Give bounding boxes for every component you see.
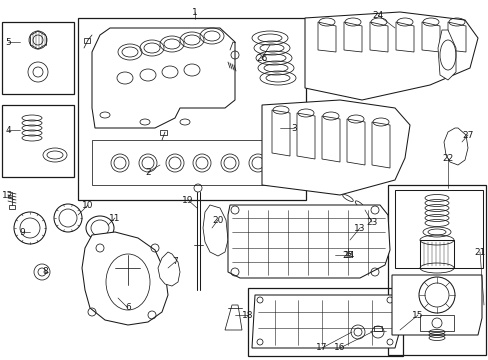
Polygon shape [437, 30, 455, 80]
Polygon shape [371, 122, 389, 168]
Polygon shape [82, 232, 168, 325]
Text: 1: 1 [192, 8, 198, 17]
Bar [160, 130, 167, 135]
Polygon shape [447, 22, 465, 52]
Polygon shape [395, 22, 413, 52]
Polygon shape [342, 194, 352, 202]
Polygon shape [354, 201, 364, 209]
Polygon shape [391, 275, 481, 335]
Text: 21: 21 [473, 248, 485, 257]
Polygon shape [92, 28, 235, 128]
Polygon shape [340, 229, 355, 235]
Text: 16: 16 [334, 343, 345, 352]
Polygon shape [367, 206, 376, 215]
Text: 2: 2 [145, 167, 150, 176]
Text: 20: 20 [212, 216, 223, 225]
Polygon shape [346, 119, 364, 165]
Text: 7: 7 [172, 257, 178, 266]
Polygon shape [343, 22, 361, 52]
Bar [419, 240, 453, 268]
Bar [419, 315, 453, 331]
Polygon shape [271, 110, 289, 156]
Text: 17: 17 [316, 343, 327, 352]
Polygon shape [421, 22, 439, 52]
Text: 4: 4 [5, 126, 11, 135]
Text: 22: 22 [442, 153, 453, 162]
Text: 15: 15 [411, 310, 423, 320]
Text: 19: 19 [182, 195, 193, 204]
Bar [78, 18, 305, 200]
Bar [394, 190, 482, 268]
Polygon shape [321, 116, 339, 162]
Bar [2, 22, 74, 94]
Bar [2, 105, 74, 177]
Bar [247, 288, 402, 356]
Polygon shape [369, 22, 387, 52]
Text: 14: 14 [344, 251, 355, 260]
Text: 6: 6 [125, 303, 131, 312]
Text: 12: 12 [2, 190, 14, 199]
Polygon shape [353, 235, 369, 241]
Text: 13: 13 [353, 224, 365, 233]
Polygon shape [305, 12, 477, 100]
Text: 18: 18 [242, 310, 253, 320]
Polygon shape [443, 128, 467, 165]
Polygon shape [203, 205, 227, 256]
Text: 5: 5 [5, 37, 11, 46]
Bar [84, 38, 90, 43]
Polygon shape [251, 295, 399, 348]
Text: 23: 23 [366, 217, 377, 226]
Polygon shape [262, 100, 409, 195]
Text: 9: 9 [19, 228, 25, 237]
Polygon shape [296, 113, 314, 159]
Text: 24: 24 [372, 10, 383, 19]
Text: 11: 11 [109, 213, 121, 222]
Polygon shape [158, 252, 180, 286]
Polygon shape [224, 305, 242, 330]
Polygon shape [92, 140, 299, 185]
Text: 8: 8 [42, 267, 48, 276]
Text: 25: 25 [342, 251, 353, 260]
Text: 26: 26 [256, 54, 267, 63]
Bar [373, 326, 381, 331]
Bar [9, 205, 15, 209]
Text: 27: 27 [461, 131, 473, 140]
Bar [387, 185, 485, 355]
Text: 10: 10 [82, 201, 94, 210]
Polygon shape [322, 222, 337, 228]
Polygon shape [227, 205, 389, 278]
Text: 3: 3 [290, 123, 296, 132]
Polygon shape [317, 22, 335, 52]
